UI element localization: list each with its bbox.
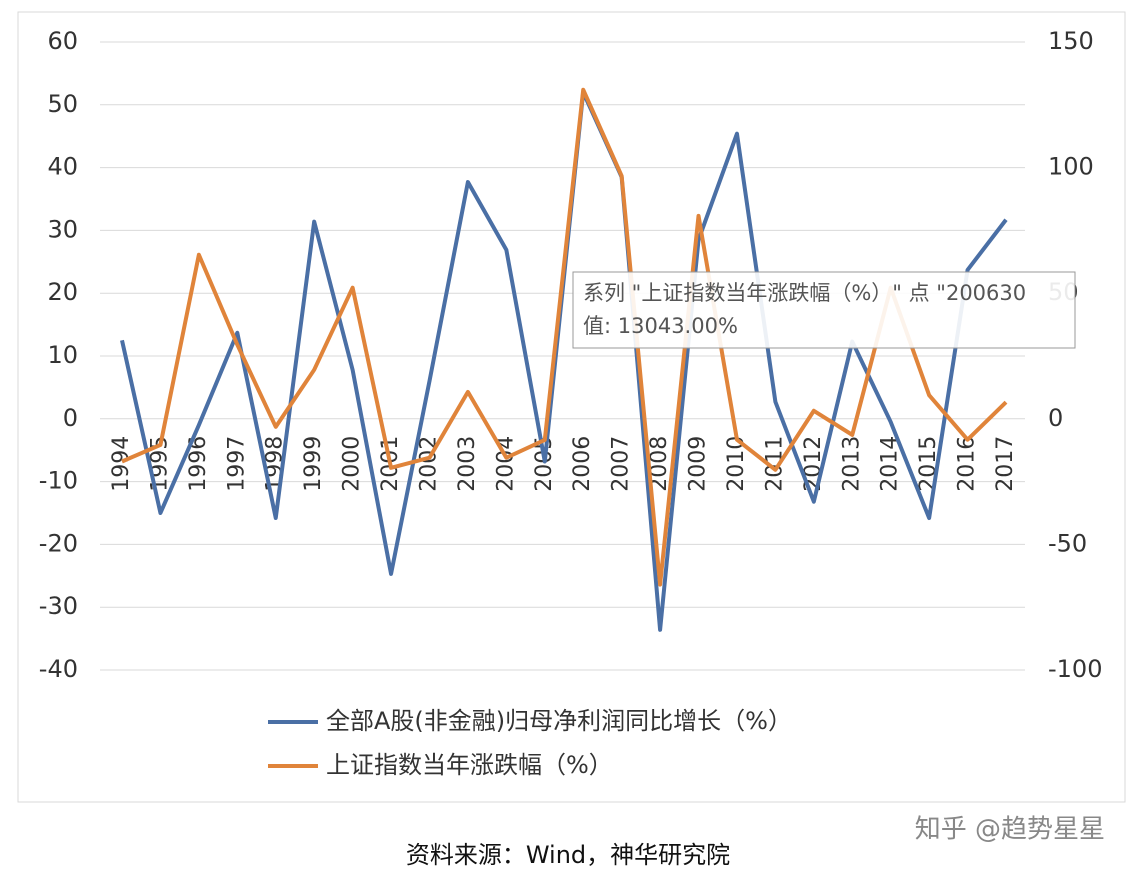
- y2-tick-label: -100: [1048, 655, 1102, 683]
- x-tick-label: 2007: [609, 436, 634, 492]
- y-tick-label: 60: [47, 27, 78, 55]
- y2-tick-label: -50: [1048, 529, 1087, 557]
- y-tick-label: -40: [39, 655, 78, 683]
- x-tick-label: 1994: [109, 436, 134, 492]
- tooltip-line: 系列 "上证指数当年涨跌幅（%）" 点 "200630: [583, 281, 1026, 305]
- chart-border: [17, 11, 1126, 803]
- y2-tick-label: 0: [1048, 404, 1063, 432]
- y-tick-label: 10: [47, 341, 78, 369]
- y-tick-label: -30: [39, 592, 78, 620]
- x-tick-label: 2003: [455, 436, 480, 492]
- y-tick-label: 0: [63, 404, 78, 432]
- y-tick-label: -20: [39, 529, 78, 557]
- watermark: 知乎 @趋势星星: [915, 815, 1105, 845]
- source: 资料来源：Wind，神华研究院: [406, 841, 730, 869]
- x-tick-label: 2013: [839, 436, 864, 492]
- x-tick-label: 1997: [224, 436, 249, 492]
- legend-label: 全部A股(非金融)归母净利润同比增长（%）: [326, 707, 792, 735]
- y2-tick-label: 100: [1048, 153, 1094, 181]
- y-tick-label: 40: [47, 153, 78, 181]
- x-tick-label: 2000: [340, 436, 365, 492]
- y-tick-label: -10: [39, 467, 78, 495]
- x-tick-label: 2009: [686, 436, 711, 492]
- y-tick-label: 30: [47, 215, 78, 243]
- y-tick-label: 50: [47, 90, 78, 118]
- x-tick-label: 1999: [301, 436, 326, 492]
- y2-tick-label: 150: [1048, 27, 1094, 55]
- x-tick-label: 2017: [993, 436, 1018, 492]
- x-tick-label: 2016: [955, 436, 980, 492]
- tooltip-box: [572, 271, 1076, 349]
- series-line: [121, 87, 1008, 587]
- y-tick-label: 20: [47, 278, 78, 306]
- legend-label: 上证指数当年涨跌幅（%）: [326, 751, 613, 779]
- x-tick-label: 2006: [570, 436, 595, 492]
- tooltip-line: 值: 13043.00%: [583, 314, 738, 338]
